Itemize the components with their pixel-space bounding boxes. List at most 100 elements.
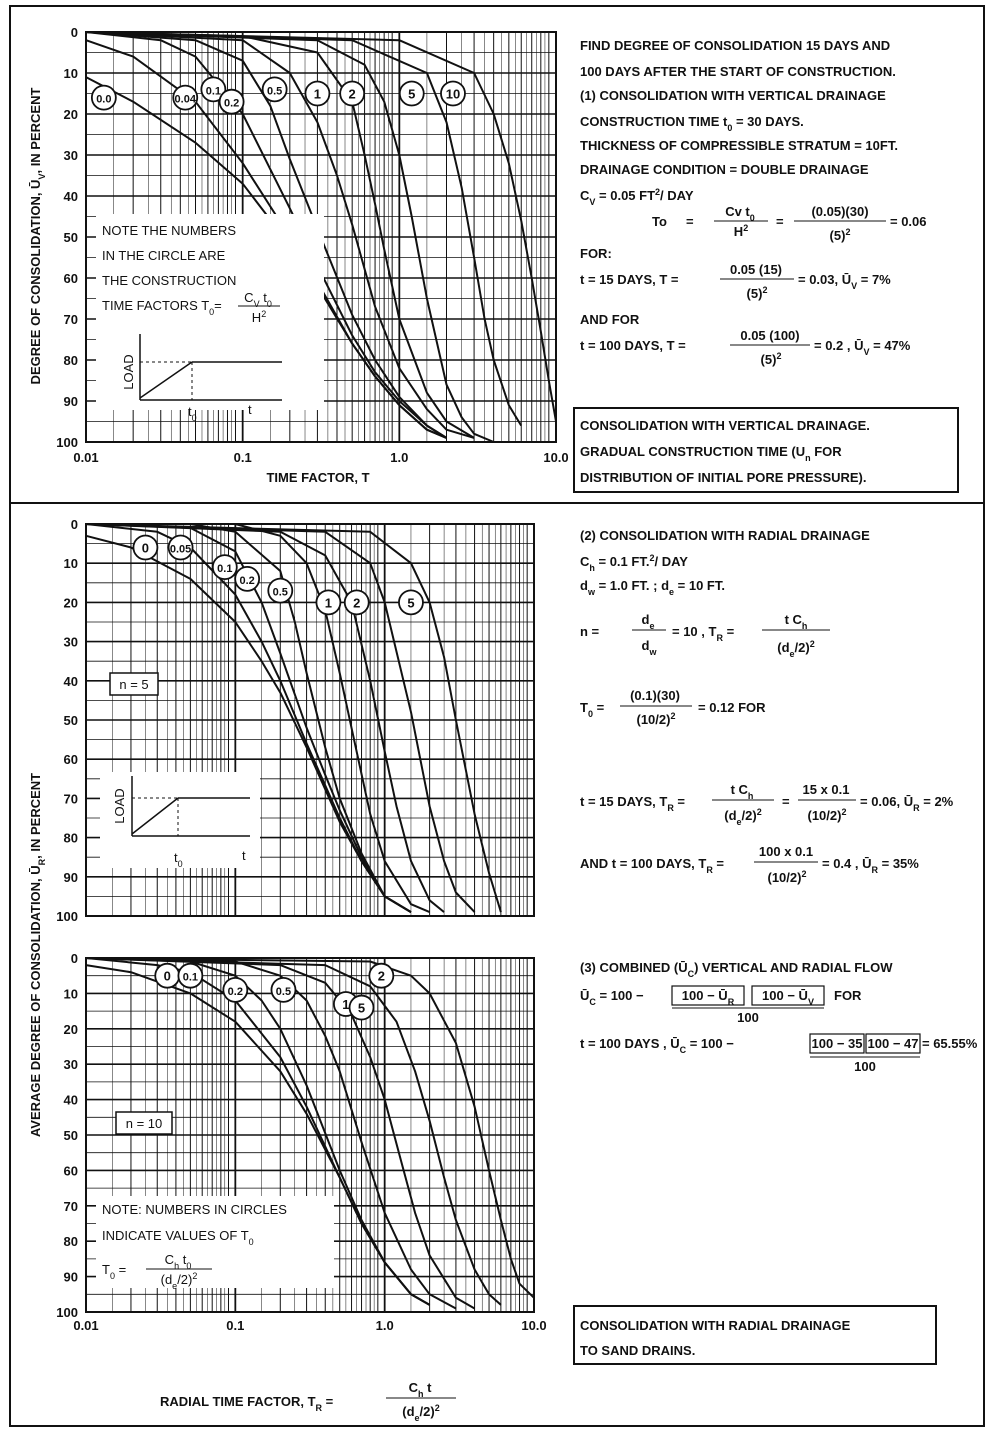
series-circle-2 <box>368 962 395 989</box>
series-label-0-1: 0.1 <box>206 85 221 97</box>
rp2-t0-num: (0.1)(30) <box>630 688 680 703</box>
rp1-t0-eq: = <box>686 214 694 229</box>
x-tick-label: 0.01 <box>73 1318 98 1333</box>
series-circle-2 <box>343 589 370 616</box>
top-note-line-1: NOTE THE NUMBERS <box>102 223 236 238</box>
y-tick-label: 10 <box>64 986 78 1001</box>
mid-n-label: n = 5 <box>119 677 148 692</box>
series-line-10 <box>85 31 557 422</box>
rp2-c1-res: = 0.06, ŪR = 2% <box>860 794 954 813</box>
rp1-c2-num: 0.05 (100) <box>740 328 799 343</box>
series-circle-10 <box>440 80 466 107</box>
rp1-t0-res: = 0.06 <box>890 214 927 229</box>
series-circle-2 <box>339 80 366 107</box>
y-tick-label: 0 <box>71 951 78 966</box>
rp2-n-num: de <box>642 612 655 631</box>
top-x-axis-title: TIME FACTOR, T <box>266 470 369 485</box>
rp2-c1-eq: = <box>782 794 790 809</box>
y-tick-label: 90 <box>64 394 78 409</box>
series-label-10: 10 <box>446 87 460 102</box>
top-t0-label: t0 <box>188 404 197 423</box>
y-tick-label: 80 <box>64 353 78 368</box>
series-line-2 <box>85 957 502 1306</box>
rp1-c1-num: 0.05 (15) <box>730 262 782 277</box>
y-tick-label: 20 <box>64 107 78 122</box>
series-label-1: 1 <box>325 595 332 610</box>
series-line-0-1 <box>85 523 412 913</box>
top-note-line-2: IN THE CIRCLE ARE <box>102 248 226 263</box>
series-line-1 <box>85 957 476 1310</box>
rp1-t0-den: H2 <box>734 223 748 239</box>
rp3-box-line1: CONSOLIDATION WITH RADIAL DRAINAGE <box>580 1318 851 1333</box>
series-circle-0-1 <box>200 76 227 103</box>
top-note-line-3: THE CONSTRUCTION <box>102 273 236 288</box>
top-note-formula: TIME FACTORS T0= <box>102 298 222 317</box>
bot-note-line-2: INDICATE VALUES OF T0 <box>102 1228 254 1247</box>
y-tick-label: 40 <box>64 1093 78 1108</box>
rp3-f2-lhs: t = 100 DAYS , ŪC = 100 − <box>580 1036 734 1055</box>
series-circle-0-5 <box>270 976 297 1003</box>
y-tick-label: 60 <box>64 271 78 286</box>
rp1-c1-den: (5)2 <box>747 285 768 301</box>
rp1-c2-lhs: t = 100 DAYS, T = <box>580 338 686 353</box>
series-label-0-2: 0.2 <box>240 575 255 587</box>
series-circle-0 <box>132 534 159 561</box>
rp2-c1-lhs: t = 15 DAYS, TR = <box>580 794 685 813</box>
right-panel-bottom: (3) COMBINED (ŪC) VERTICAL AND RADIAL FL… <box>573 960 978 1365</box>
series-circle-0-2 <box>234 565 261 592</box>
rp2-ch: Ch = 0.1 FT.2/ DAY <box>580 553 688 573</box>
rp2-n-mid: = 10 , TR = <box>672 624 735 643</box>
right-panel-middle: (2) CONSOLIDATION WITH RADIAL DRAINAGE C… <box>580 528 954 885</box>
series-circle-0-2 <box>222 976 249 1003</box>
rp3-f1-box1-text: 100 − ŪR <box>682 988 735 1007</box>
top-load-label: LOAD <box>121 354 136 389</box>
rp1-cv: CV = 0.05 FT2/ DAY <box>580 187 694 207</box>
rp2-t0-den: (10/2)2 <box>637 711 676 727</box>
top-t-label: t <box>248 402 252 417</box>
rp2-t0-res: = 0.12 FOR <box>698 700 766 715</box>
series-circle-0-5 <box>261 76 288 103</box>
rp1-line5: THICKNESS OF COMPRESSIBLE STRATUM = 10FT… <box>580 138 898 153</box>
series-label-0-5: 0.5 <box>273 587 288 599</box>
rp1-t0-num2: (0.05)(30) <box>811 204 868 219</box>
series-label-0-5: 0.5 <box>276 986 291 998</box>
series-line-1 <box>85 31 475 439</box>
y-tick-label: 40 <box>64 189 78 204</box>
series-circle-0-04 <box>172 84 199 111</box>
series-line-0-5 <box>85 957 457 1310</box>
y-tick-label: 20 <box>64 595 78 610</box>
rp2-c1-num: t Ch <box>731 782 754 801</box>
y-tick-label: 30 <box>64 1057 78 1072</box>
rp2-c1-den: (de/2)2 <box>724 807 761 827</box>
rp1-box-line1: CONSOLIDATION WITH VERTICAL DRAINAGE. <box>580 418 870 433</box>
rp3-f2-den: 100 <box>854 1059 876 1074</box>
rp2-n-den: dw <box>642 638 658 657</box>
series-circle-0-1 <box>211 554 238 581</box>
series-circle-0-05 <box>167 534 194 561</box>
rp1-box-line3: DISTRIBUTION OF INITIAL PORE PRESSURE). <box>580 470 867 485</box>
rp2-c1-num2: 15 x 0.1 <box>803 782 850 797</box>
series-circle-5 <box>398 80 425 107</box>
series-label-0: 0 <box>142 541 149 556</box>
plot-frame <box>85 957 535 1313</box>
rp1-t0-eq2: = <box>776 214 784 229</box>
y-tick-label: 60 <box>64 752 78 767</box>
series-line-0-5 <box>85 31 475 439</box>
series-label-5: 5 <box>408 87 415 102</box>
rp2-c2-den: (10/2)2 <box>768 869 807 885</box>
x-tick-label: 0.1 <box>234 450 252 465</box>
y-tick-label: 50 <box>64 230 78 245</box>
y-tick-label: 50 <box>64 713 78 728</box>
y-tick-label: 90 <box>64 870 78 885</box>
x-tick-label: 1.0 <box>376 1318 394 1333</box>
rp1-line2: 100 DAYS AFTER THE START OF CONSTRUCTION… <box>580 64 896 79</box>
mid-t-label: t <box>242 848 246 863</box>
rp1-line1: FIND DEGREE OF CONSOLIDATION 15 DAYS AND <box>580 38 890 53</box>
mid-n-label-box: n = 5 <box>109 672 159 696</box>
rp3-f1-box2-text: 100 − ŪV <box>762 988 814 1007</box>
rp1-for: FOR: <box>580 246 612 261</box>
series-label-0-5: 0.5 <box>267 85 282 97</box>
rp1-c1-res: = 0.03, ŪV = 7% <box>798 272 891 291</box>
series-line-0-2 <box>85 957 431 1306</box>
top-note-formula-num: CV t0 <box>244 290 272 309</box>
